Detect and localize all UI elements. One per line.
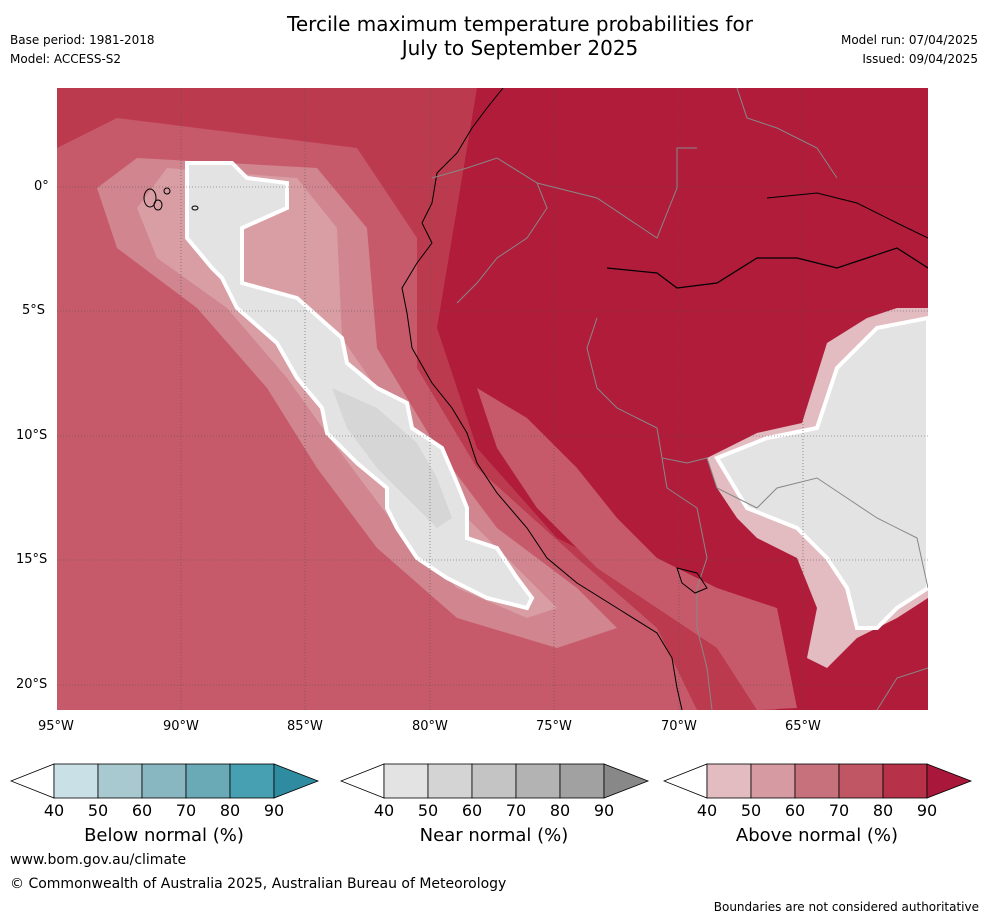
lon-label-75w: 75°W	[536, 719, 572, 734]
lake-titicaca	[676, 567, 708, 594]
model-name-text: Model: ACCESS-S2	[10, 52, 122, 66]
coastline-north	[766, 192, 928, 239]
colorbar-high-arrow	[603, 763, 650, 799]
title-line-2: July to September 2025	[401, 36, 639, 60]
model-run-text: Model run: 07/04/2025	[840, 33, 978, 47]
galapagos-islands	[143, 187, 199, 211]
disclaimer-text: Boundaries are not considered authoritat…	[713, 900, 979, 914]
colorbar-tick-label: 70	[505, 801, 527, 820]
lon-label-70w: 70°W	[661, 719, 697, 734]
near-normal-region	[185, 161, 535, 611]
colorbar-title: Above normal (%)	[735, 825, 899, 846]
near-50-core	[332, 388, 452, 528]
colorbar-low-arrow	[663, 763, 708, 799]
colorbar-cell	[706, 763, 752, 799]
colorbar-tick-label: 50	[87, 801, 109, 820]
colorbar-low-arrow	[10, 763, 55, 799]
colorbar-tick-label: 40	[696, 801, 718, 820]
title-line-1: Tercile maximum temperature probabilitie…	[287, 12, 753, 36]
lat-label-10s: 10°S	[16, 428, 48, 443]
lon-label-80w: 80°W	[412, 719, 448, 734]
colorbar-cell	[427, 763, 473, 799]
colorbar-high-arrow	[273, 763, 320, 799]
colorbar-tick-label: 90	[593, 801, 615, 820]
colorbar-tick-label: 90	[916, 801, 938, 820]
colorbar-cell	[53, 763, 99, 799]
colorbar-cell	[471, 763, 517, 799]
colorbar-cell	[559, 763, 605, 799]
colorbar-high-arrow	[926, 763, 973, 799]
chart-title: Tercile maximum temperature probabilitie…	[180, 12, 860, 60]
lat-label-0: 0°	[34, 179, 49, 194]
website-link[interactable]: www.bom.gov.au/climate	[10, 852, 187, 868]
colorbar-low-arrow	[340, 763, 385, 799]
country-boundaries	[431, 88, 928, 710]
colorbar-tick-label: 50	[740, 801, 762, 820]
colorbar-tick-label: 80	[549, 801, 571, 820]
colorbar-tick-label: 80	[872, 801, 894, 820]
colorbar-cell	[750, 763, 796, 799]
colorbar-tick-label: 60	[131, 801, 153, 820]
colorbar-tick-label: 70	[175, 801, 197, 820]
colorbar-cell	[141, 763, 187, 799]
colorbar-tick-label: 60	[461, 801, 483, 820]
lon-label-85w: 85°W	[287, 719, 323, 734]
colorbar-tick-label: 40	[373, 801, 395, 820]
colorbar-tick-label: 50	[417, 801, 439, 820]
colorbar-swatches	[663, 763, 973, 799]
river-line	[606, 247, 928, 289]
lat-label-5s: 5°S	[22, 303, 46, 318]
issued-date-text: Issued: 09/04/2025	[862, 52, 978, 66]
colorbar-tick-label: 40	[43, 801, 65, 820]
colorbar-tick-label: 60	[784, 801, 806, 820]
probability-map	[57, 88, 928, 710]
base-period-text: Base period: 1981-2018	[10, 33, 155, 47]
colorbar-cell	[515, 763, 561, 799]
lat-label-15s: 15°S	[16, 552, 48, 567]
colorbar-cell	[229, 763, 275, 799]
colorbar-swatches	[340, 763, 650, 799]
colorbar-cell	[838, 763, 884, 799]
copyright-text: © Commonwealth of Australia 2025, Austra…	[10, 876, 507, 892]
lat-label-20s: 20°S	[16, 677, 48, 692]
colorbar-tick-label: 70	[828, 801, 850, 820]
colorbar-swatches	[10, 763, 320, 799]
lon-label-65w: 65°W	[785, 719, 821, 734]
colorbar-cell	[882, 763, 928, 799]
colorbar-cell	[794, 763, 840, 799]
colorbar-cell	[383, 763, 429, 799]
colorbar-tick-label: 80	[219, 801, 241, 820]
colorbar-title: Near normal (%)	[419, 825, 569, 846]
andes-70-band	[477, 388, 797, 710]
lon-label-90w: 90°W	[163, 719, 199, 734]
colorbar-cell	[97, 763, 143, 799]
colorbar-tick-label: 90	[263, 801, 285, 820]
lon-label-95w: 95°W	[38, 719, 74, 734]
colorbar-title: Below normal (%)	[84, 825, 244, 846]
coastline	[401, 88, 683, 710]
graticule	[57, 88, 928, 710]
near-normal-region-east	[714, 315, 928, 630]
colorbar-cell	[185, 763, 231, 799]
